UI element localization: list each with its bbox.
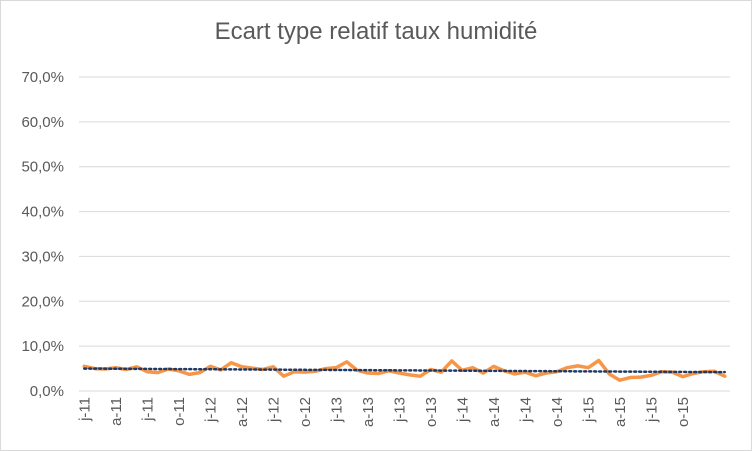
series-line [82,358,727,382]
y-tick-label: 50,0% [21,159,64,176]
y-tick-label: 70,0% [21,69,64,86]
series-group [82,358,727,382]
x-tick-label: j-13 [391,397,408,423]
y-tick-label: 20,0% [21,293,64,310]
chart-title: Ecart type relatif taux humidité [214,18,538,45]
x-tick-label: a-14 [486,397,503,427]
x-tick-label: a-15 [612,397,629,427]
y-tick-label: 0,0% [30,383,64,400]
x-tick-label: o-13 [423,397,440,427]
y-tick-label: 60,0% [21,114,64,131]
x-tick-label: j-15 [643,397,660,423]
x-tick-label: j-11 [139,397,156,422]
x-axis-tick-labels: j-11 a-11 j-11 o-11 j-12 a-12 j-12 o-12 j-13 a-13… [76,397,692,427]
x-tick-label: j-13 [328,397,345,423]
x-tick-label: a-13 [360,397,377,427]
x-tick-label: j-12 [265,397,282,423]
x-tick-label: j-12 [202,397,219,423]
x-tick-label: a-12 [234,397,251,427]
y-tick-label: 10,0% [21,338,64,355]
x-tick-label: a-11 [108,397,125,426]
y-axis-tick-labels: 0,0% 10,0% 20,0% 30,0% 40,0% 50,0% 60,0% 70,0% [21,69,64,400]
gridlines [79,76,730,347]
x-tick-label: j-15 [580,397,597,423]
x-tick-label: o-15 [675,397,692,427]
x-tick-label: j-14 [517,397,534,423]
x-tick-label: j-14 [454,397,471,423]
x-tick-label: j-11 [76,397,93,422]
x-tick-label: o-14 [549,397,566,427]
trend-line [83,367,726,374]
x-tick-label: o-11 [171,397,188,426]
y-tick-label: 30,0% [21,248,64,265]
x-tick-label: o-12 [297,397,314,427]
y-tick-label: 40,0% [21,204,64,221]
